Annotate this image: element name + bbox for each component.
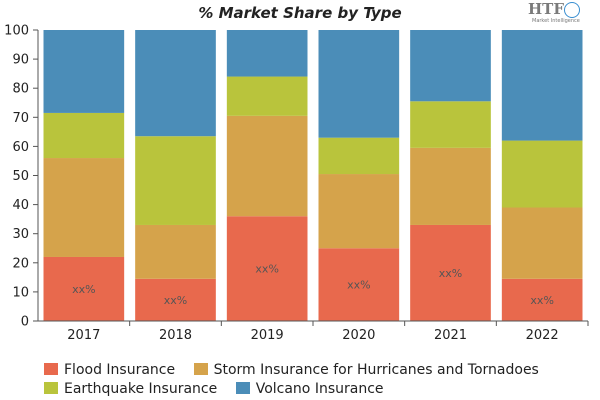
x-tick-label-2022: 2022 [526,328,559,343]
bar-segment-2018-3 [135,30,216,137]
logo-text: HTF [528,0,564,18]
y-tick-label-20: 20 [12,256,29,271]
bar-segment-2019-2 [226,76,308,116]
data-label-2021: xx% [439,267,462,280]
bar-segment-2017-2 [43,112,125,159]
bar-segment-2017-0 [43,256,125,321]
legend-row-2: Earthquake Insurance Volcano Insurance [44,381,398,397]
bar-segment-2018-2 [135,136,216,225]
y-tick-label-80: 80 [12,82,29,97]
bars-group [43,30,583,321]
bar-segment-2020-1 [318,174,400,249]
data-label-2019: xx% [255,263,278,276]
bar-segment-2021-3 [410,30,491,102]
bar-segment-2021-1 [410,147,491,225]
y-tick-label-40: 40 [12,198,29,213]
x-tick-label-2019: 2019 [251,328,284,343]
x-tick-label-2020: 2020 [342,328,375,343]
logo-subtext: Market Intelligence [532,18,580,24]
bar-segment-2022-2 [501,140,583,208]
bar-segment-2019-1 [226,115,308,217]
axes-group: 2017 2018 2019 2020 2021 2022 0 10 20 30 40 50 60 70 8… [4,24,589,343]
chart-title: % Market Share by Type [198,4,402,22]
legend-label-storm: Storm Insurance for Hurricanes and Torna… [213,362,539,378]
data-label-2017: xx% [72,283,95,296]
y-tick-label-10: 10 [12,285,29,300]
bar-segment-2022-1 [501,207,583,279]
bar-segment-2021-2 [410,101,491,148]
y-tick-label-0: 0 [21,315,29,330]
bar-segment-2020-3 [318,30,400,138]
x-tick-label-2021: 2021 [434,328,467,343]
legend-label-volcano: Volcano Insurance [255,381,384,397]
bar-segment-2017-1 [43,158,125,257]
y-tick-label-50: 50 [12,169,29,184]
y-tick-label-60: 60 [12,140,29,155]
bar-segment-2018-1 [135,224,216,279]
y-tick-label-70: 70 [12,111,29,126]
legend-swatch-flood [44,363,58,375]
data-label-2022: xx% [530,294,553,307]
bar-segment-2017-3 [43,30,125,113]
y-tick-label-90: 90 [12,53,29,68]
bar-segment-2022-0 [501,278,583,321]
bar-segment-2018-0 [135,278,216,321]
htf-logo: HTF Market Intelligence [520,0,586,28]
legend-swatch-volcano [235,382,250,394]
globe-icon [564,2,580,18]
data-label-2018: xx% [164,294,187,307]
bar-segment-2020-2 [318,137,400,175]
legend-label-earthquake: Earthquake Insurance [64,381,218,397]
bar-segment-2019-0 [226,216,308,321]
x-tick-label-2018: 2018 [159,328,192,343]
bar-segment-2022-3 [501,30,583,141]
legend-swatch-storm [193,363,208,375]
x-tick-label-2017: 2017 [67,328,100,343]
legend-swatch-earthquake [44,382,58,394]
bar-segment-2020-0 [318,248,400,321]
data-label-2020: xx% [347,279,370,292]
bar-segment-2019-3 [226,30,308,77]
legend-row-1: Flood Insurance Storm Insurance for Hurr… [44,362,553,378]
legend-label-flood: Flood Insurance [64,362,176,378]
data-labels-group: xx% xx% xx% xx% xx% xx% [72,263,554,307]
y-tick-label-30: 30 [12,227,29,242]
y-tick-label-100: 100 [4,24,29,39]
bar-segment-2021-0 [410,224,491,321]
